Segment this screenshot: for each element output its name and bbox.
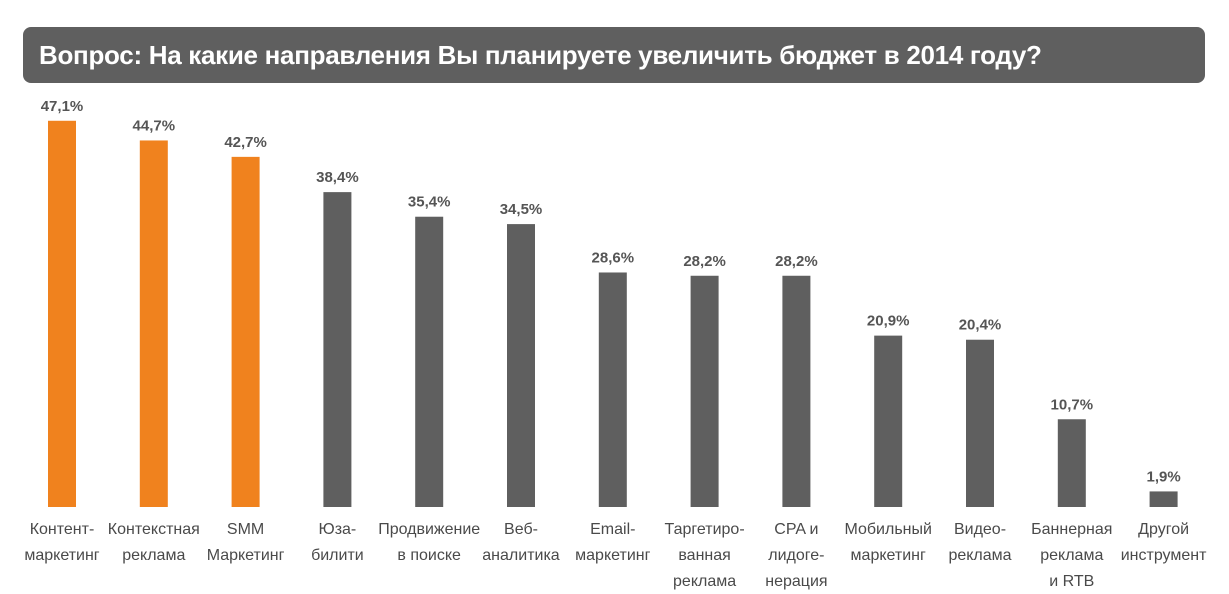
category-label-12: Баннерная реклама и RTB [1031, 521, 1112, 590]
bar-13 [1149, 491, 1178, 507]
bar-1 [48, 120, 76, 507]
chart-title: Вопрос: На какие направления Вы планируе… [39, 39, 1042, 70]
category-label-1: Контент-маркетинг [24, 521, 99, 564]
bar-7 [598, 272, 627, 507]
value-label-11: 20,4% [959, 317, 1002, 334]
chart-title-bar: Вопрос: На какие направления Вы планируе… [23, 27, 1205, 83]
category-label-10: Мобильный маркетинг [844, 521, 931, 564]
value-label-12: 10,7% [1051, 396, 1094, 413]
bar-10 [874, 335, 903, 507]
category-label-5: Продвижение в поиске [378, 521, 480, 564]
bar-3 [231, 156, 260, 508]
category-label-4: Юза-билити [311, 521, 364, 564]
value-label-5: 35,4% [408, 194, 451, 211]
value-label-9: 28,2% [775, 253, 818, 270]
value-label-7: 28,6% [592, 249, 635, 266]
value-label-2: 44,7% [133, 117, 176, 134]
bar-11 [966, 339, 994, 507]
bar-2 [139, 140, 168, 507]
bar-8 [690, 275, 719, 507]
category-label-8: Таргетиро-ванная реклама [665, 521, 745, 590]
value-label-4: 38,4% [316, 169, 359, 186]
category-label-6: Веб-аналитика [482, 521, 560, 564]
value-label-13: 1,9% [1146, 468, 1180, 485]
bar-12 [1057, 419, 1086, 507]
category-label-11: Видео-реклама [948, 521, 1011, 564]
category-label-7: Email-маркетинг [575, 521, 650, 564]
value-label-1: 47,1% [41, 98, 84, 115]
value-label-10: 20,9% [867, 313, 910, 330]
bar-9 [782, 275, 811, 507]
category-label-2: Контекстная реклама [108, 521, 200, 564]
bar-6 [507, 224, 535, 507]
category-label-3: SMM Маркетинг [207, 521, 285, 564]
bar-5 [415, 216, 444, 507]
value-label-3: 42,7% [224, 134, 267, 151]
value-label-8: 28,2% [683, 253, 726, 270]
bar-4 [323, 192, 352, 507]
category-label-9: CPA и лидоге-нерация [765, 521, 827, 590]
value-label-6: 34,5% [500, 201, 543, 218]
category-label-13: Другой инструмент [1121, 521, 1207, 564]
